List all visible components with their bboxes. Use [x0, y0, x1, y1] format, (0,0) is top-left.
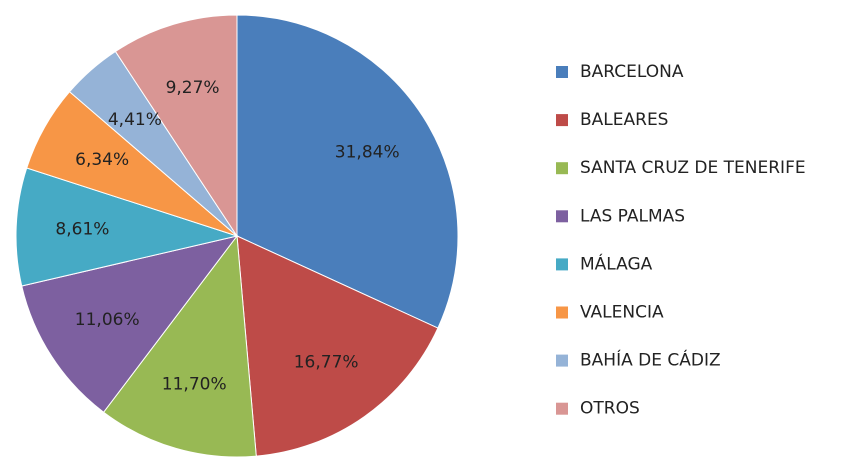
pie-slice	[236, 14, 459, 329]
legend-label: BALEARES	[580, 110, 668, 130]
pie-slice	[236, 235, 439, 457]
data-label: 31,84%	[335, 142, 400, 162]
data-label: 8,61%	[55, 219, 109, 239]
legend-swatch	[556, 162, 568, 175]
legend-label: OTROS	[580, 399, 640, 419]
data-label: 16,77%	[294, 352, 359, 372]
legend-swatch	[556, 354, 568, 367]
legend-swatch	[556, 114, 568, 127]
legend-swatch	[556, 66, 568, 78]
data-label: 11,70%	[162, 375, 227, 395]
legend-swatch	[556, 210, 568, 223]
legend-label: BARCELONA	[580, 62, 684, 82]
legend-label: VALENCIA	[580, 303, 664, 323]
legend-label: MÁLAGA	[580, 252, 653, 274]
data-label: 9,27%	[166, 78, 220, 98]
legend-swatch	[556, 306, 568, 319]
legend-swatch	[556, 402, 568, 415]
pie-slice	[21, 235, 239, 413]
legend-label: LAS PALMAS	[580, 206, 685, 226]
legend-swatch	[556, 258, 568, 271]
pie-slice	[114, 14, 238, 238]
legend-label: SANTA CRUZ DE TENERIFE	[580, 158, 806, 178]
data-label: 11,06%	[75, 310, 140, 330]
data-label: 4,41%	[108, 110, 162, 130]
data-label: 6,34%	[75, 150, 129, 170]
pie-slice	[102, 234, 257, 458]
legend-label: BAHÍA DE CÁDIZ	[580, 349, 721, 371]
pie-slice	[15, 167, 239, 287]
